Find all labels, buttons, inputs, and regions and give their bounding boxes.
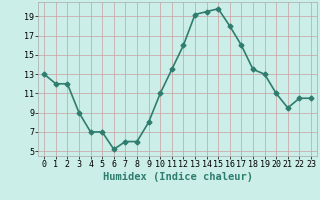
- X-axis label: Humidex (Indice chaleur): Humidex (Indice chaleur): [103, 172, 252, 182]
